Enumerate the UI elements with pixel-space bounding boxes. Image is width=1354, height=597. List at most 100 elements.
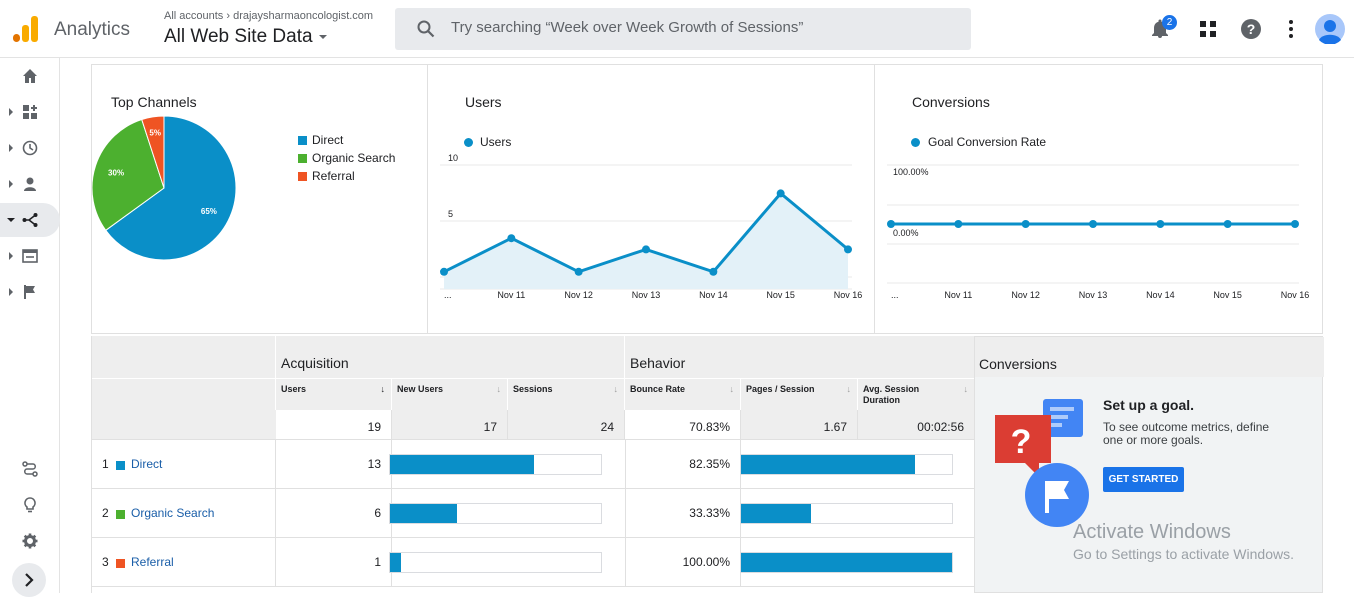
pie-chart: 65% 30% 5% [92, 115, 237, 261]
table-corner [92, 336, 276, 378]
users-point [776, 189, 785, 198]
x-tick-label: Nov 13 [1079, 290, 1108, 300]
nav-acquisition[interactable] [0, 203, 60, 237]
users-point [507, 234, 516, 243]
property-selector[interactable]: All Web Site Data [164, 26, 328, 48]
col-label: New Users [397, 384, 444, 394]
account-breadcrumb[interactable]: All accounts › drajaysharmaoncologist.co… [164, 10, 374, 22]
sort-desc-icon: ↓ [380, 384, 386, 394]
sort-icon: ↓ [846, 384, 852, 394]
nav-customization[interactable] [0, 95, 60, 129]
x-tick-label: Nov 16 [1281, 290, 1310, 300]
conversions-panel: Conversions ? Set up a goal. To see outc… [974, 336, 1324, 593]
bounce-value: 33.33% [689, 506, 730, 520]
col-sessions[interactable]: Sessions ↓ [508, 378, 625, 410]
nav-attribution[interactable] [0, 452, 60, 486]
channel-swatch [116, 461, 125, 470]
sort-icon: ↓ [729, 384, 735, 394]
nav-conversions[interactable] [0, 275, 60, 309]
card-title: Users [465, 94, 502, 110]
nav-discover[interactable] [0, 488, 60, 522]
behavior-icon [22, 249, 38, 263]
channel-swatch [116, 510, 125, 519]
top-channels-card: Top Channels 65% 30% 5% Direct Organic Sea… [91, 64, 428, 334]
col-avg-duration[interactable]: Avg. Session Duration ↓ [858, 378, 975, 410]
row-index: 1 [102, 457, 109, 471]
col-new-users[interactable]: New Users ↓ [392, 378, 508, 410]
admin-gear-icon [22, 533, 38, 549]
acquisition-icon [22, 213, 38, 227]
bounce-value: 100.00% [682, 555, 730, 569]
channel-swatch [116, 559, 125, 568]
bounce-share-bar [740, 454, 953, 475]
home-icon [23, 69, 37, 83]
property-name: All Web Site Data [164, 26, 313, 47]
search-box[interactable] [395, 8, 971, 50]
chevron-down-icon [318, 34, 327, 39]
users-share-bar [389, 552, 602, 573]
x-tick-label: ... [444, 290, 452, 300]
more-vert-icon[interactable] [1279, 17, 1303, 41]
conversion-point [887, 220, 895, 228]
users-point [440, 267, 448, 276]
nav-behavior[interactable] [0, 239, 60, 273]
pie-label: 5% [149, 129, 161, 138]
x-tick-label: Nov 15 [1213, 290, 1242, 300]
users-value: 1 [374, 555, 381, 569]
channel-link-direct[interactable]: Direct [131, 457, 163, 471]
users-cell: 13 [276, 440, 392, 489]
users-card: Users Users 10 5... Nov 11 Nov 12 Nov 13 Nov … [427, 64, 875, 334]
get-started-button[interactable]: GET STARTED [1103, 467, 1184, 492]
bounce-value: 82.35% [689, 457, 730, 471]
pie-label: 65% [201, 207, 217, 216]
nav-home[interactable] [0, 59, 60, 93]
svg-text:?: ? [1011, 423, 1032, 461]
total-value: 24 [600, 420, 614, 434]
y-tick-label: 5 [448, 209, 453, 219]
x-tick-label: Nov 16 [834, 290, 863, 300]
help-icon[interactable]: ? [1239, 17, 1263, 41]
channels-table: Acquisition Behavior Users ↓ New Users ↓ S… [91, 336, 975, 593]
expand-chevron-icon [25, 573, 34, 587]
conversions-flag-icon [24, 285, 35, 299]
col-label: Avg. Session Duration [863, 384, 920, 405]
conversion-point [1021, 220, 1030, 228]
apps-grid-icon[interactable] [1196, 17, 1220, 41]
bar-fill [390, 553, 401, 572]
legend-referral-swatch [298, 172, 307, 181]
acquisition-group-header: Acquisition [276, 336, 625, 378]
y-tick-label: 0.00% [893, 228, 919, 238]
conversions-panel-header [975, 337, 1324, 377]
col-users[interactable]: Users ↓ [276, 378, 392, 410]
row-index: 3 [102, 555, 109, 569]
watermark-subtitle: Go to Settings to activate Windows. [1073, 546, 1294, 562]
audience-person-icon [24, 177, 36, 191]
app-name: Analytics [54, 19, 131, 40]
total-value: 00:02:56 [917, 420, 964, 434]
acquisition-title: Acquisition [281, 355, 349, 371]
avatar[interactable] [1315, 14, 1345, 44]
col-label: Sessions [513, 384, 553, 394]
x-tick-label: Nov 15 [766, 290, 795, 300]
conversions-card: Conversions Goal Conversion Rate 100.00%… [874, 64, 1323, 334]
total-value: 1.67 [823, 420, 847, 434]
goal-title: Set up a goal. [1103, 397, 1195, 413]
nav-audience[interactable] [0, 167, 60, 201]
goal-description: To see outcome metrics, define one or mo… [1103, 420, 1270, 447]
users-area [444, 193, 848, 289]
channel-link-referral[interactable]: Referral [131, 555, 174, 569]
analytics-logo[interactable] [13, 16, 39, 42]
users-point [574, 267, 583, 276]
nav-realtime[interactable] [0, 131, 60, 165]
channel-link-organic-search[interactable]: Organic Search [131, 506, 215, 520]
legend-dot [464, 138, 473, 147]
attribution-icon [22, 461, 38, 477]
pie-slices: 65% 30% 5% [92, 115, 237, 261]
nav-admin[interactable] [0, 524, 60, 558]
col-label: Pages / Session [746, 384, 815, 394]
expand-nav-button[interactable] [12, 563, 46, 597]
sort-icon: ↓ [963, 384, 969, 394]
col-bounce-rate[interactable]: Bounce Rate ↓ [625, 378, 741, 410]
col-pages-session[interactable]: Pages / Session ↓ [741, 378, 858, 410]
search-input[interactable] [451, 19, 951, 36]
